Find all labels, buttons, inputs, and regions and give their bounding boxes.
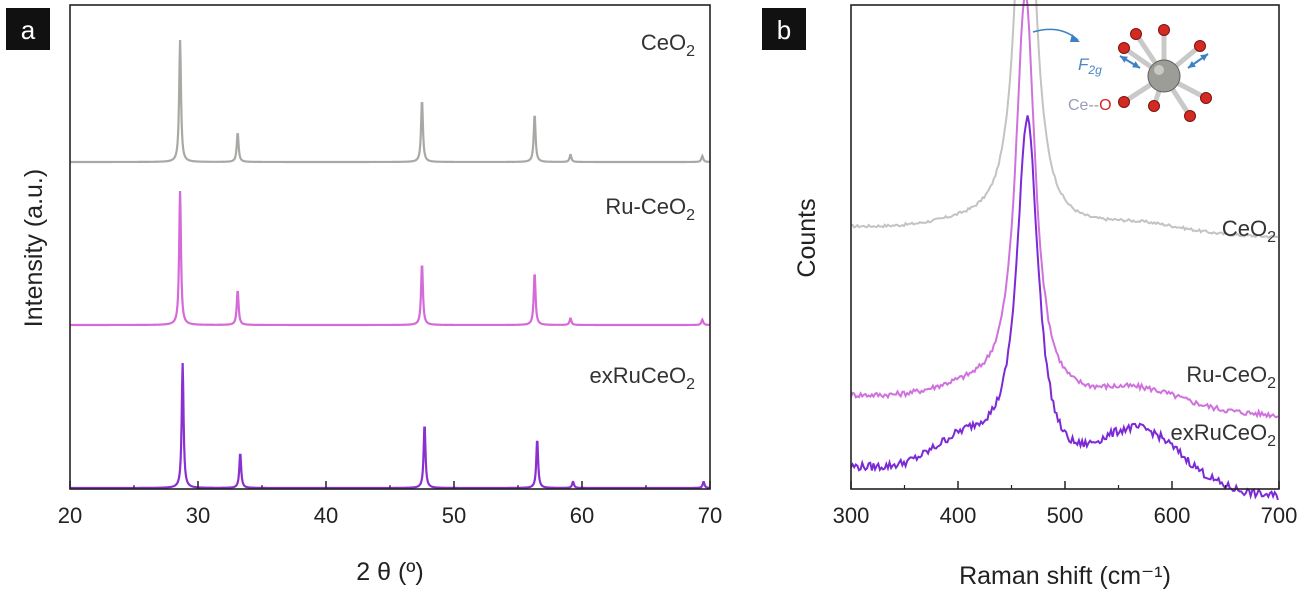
panel-a-x-tick-label: 70	[698, 503, 722, 528]
panel-a-x-tick-label: 20	[58, 503, 82, 528]
raman-series-ru-ceo2	[850, 0, 1279, 419]
panel-a-x-axis-title: 2 θ (º)	[356, 558, 423, 586]
cerium-atom-highlight	[1154, 65, 1164, 75]
inset-arrow-head	[1070, 34, 1080, 42]
panel-b-x-tick-label: 400	[940, 503, 977, 528]
vibration-arrow-head	[1120, 56, 1128, 63]
raman-series-exruceo2	[850, 115, 1279, 501]
vibration-arrow-head	[1200, 54, 1208, 61]
oxygen-atom	[1130, 28, 1142, 40]
raman-series-label-ru-ceo2: Ru-CeO2	[1186, 362, 1276, 392]
f2g-mode-inset: F2g Ce--O	[1032, 24, 1212, 122]
xrd-series-label-ceo2: CeO2	[641, 30, 695, 60]
panel-b-tag: b	[762, 8, 806, 50]
ceo2-molecule-icon	[1118, 24, 1212, 122]
panel-b-x-tick-label: 600	[1154, 503, 1191, 528]
vibration-arrow-head	[1132, 61, 1140, 68]
raman-series-ceo2	[850, 0, 1279, 239]
vibration-arrow-head	[1188, 61, 1196, 68]
panel-a-x-tick-label: 40	[314, 503, 338, 528]
oxygen-atom	[1184, 110, 1196, 122]
cerium-atom	[1147, 59, 1181, 93]
oxygen-atom	[1194, 40, 1206, 52]
xrd-series-ceo2	[70, 39, 711, 164]
oxygen-atom	[1148, 100, 1160, 112]
panel-b-x-tick-label: 300	[833, 503, 870, 528]
panel-a-x-tick-label: 50	[442, 503, 466, 528]
panel-b-x-tick-label: 500	[1047, 503, 1084, 528]
panel-a-y-axis-title: Intensity (a.u.)	[20, 169, 48, 327]
xrd-series-label-ru-ceo2: Ru-CeO2	[605, 194, 695, 224]
oxygen-atom	[1118, 96, 1130, 108]
panel-b-plot-frame	[850, 4, 1280, 490]
panel-a-x-tick-label: 60	[570, 503, 594, 528]
panel-b-x-axis-title: Raman shift (cm⁻¹)	[959, 562, 1171, 590]
oxygen-atom	[1200, 92, 1212, 104]
panel-b-tag-text: b	[777, 15, 791, 45]
panel-a-xrd-chart: a CeO2 Ru-CeO2 exRuCeO2 20 30 40 50 60 70 2 θ (…	[6, 4, 722, 586]
panel-a-tag-text: a	[21, 15, 36, 45]
xrd-series-label-exruceo2: exRuCeO2	[590, 363, 696, 393]
xrd-series-ru-ceo2	[70, 190, 711, 327]
inset-mode-label: F2g	[1078, 55, 1102, 77]
panel-b-y-axis-title: Counts	[793, 198, 821, 277]
oxygen-atom	[1158, 24, 1170, 36]
panel-a-x-tick-label: 30	[186, 503, 210, 528]
panel-b-x-tick-label: 700	[1261, 503, 1298, 528]
inset-bond-label: Ce--O	[1068, 97, 1112, 114]
raman-series-label-exruceo2: exRuCeO2	[1171, 420, 1277, 450]
oxygen-atom	[1118, 42, 1130, 54]
panel-b-raman-chart: b CeO2 Ru-CeO2 exRuCeO2 300 400 500 600 700 Ra…	[762, 0, 1297, 590]
panel-a-plot-frame	[69, 4, 711, 490]
panel-a-tag: a	[6, 8, 50, 50]
raman-series-label-ceo2: CeO2	[1222, 216, 1276, 246]
